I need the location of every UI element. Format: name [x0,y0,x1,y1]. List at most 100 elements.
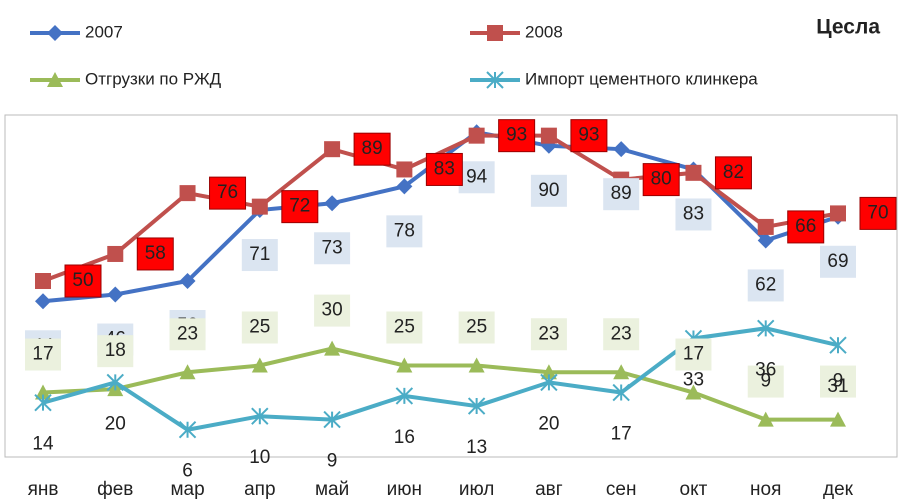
data-label-box [97,335,134,368]
marker [613,364,630,380]
x-tick-label: июл [459,479,495,500]
data-label-box [458,311,495,344]
legend-label: 2008 [525,22,563,41]
data-label-box [675,338,712,371]
data-label-box [64,264,102,298]
marker [540,373,558,392]
data-label: 20 [105,413,126,434]
data-label: 31 [827,376,848,397]
data-label-box [642,163,680,197]
data-label-box [820,245,856,278]
data-label: 72 [289,196,310,217]
marker [829,336,847,354]
marker [324,340,341,356]
marker [324,195,341,212]
marker [540,127,557,144]
data-label: 80 [651,169,672,190]
data-label: 9 [327,451,338,472]
marker [251,357,268,373]
data-label-box [241,311,278,344]
data-label: 90 [538,180,559,201]
data-label: 62 [755,274,776,295]
x-tick-label: авг [535,479,563,500]
data-label-box [169,318,206,351]
marker [467,397,486,415]
data-label: 16 [394,427,415,448]
data-label: 17 [611,424,632,445]
data-label: 66 [795,216,816,237]
data-label-box [603,318,640,351]
x-tick-label: июн [387,479,422,500]
data-label: 93 [578,125,599,146]
data-label-box [675,198,712,231]
legend-label: 2007 [85,22,123,41]
data-label: 10 [249,447,270,468]
marker [47,25,63,41]
x-tick-label: ноя [750,479,781,500]
data-label-box [498,119,536,153]
marker [179,364,196,380]
marker [47,72,63,87]
data-label-box [314,232,351,265]
x-tick-label: мар [170,479,204,500]
data-label: 6 [182,461,193,482]
series-line [42,326,839,432]
marker [830,205,846,222]
marker [323,410,341,429]
series-line [42,346,838,422]
legend-label: Импорт цементного клинкера [525,69,758,88]
data-label: 83 [434,158,455,179]
data-label-box [747,269,784,302]
data-label: 58 [145,243,166,264]
marker [395,387,414,405]
x-tick-label: окт [680,479,708,500]
data-label-box [353,132,391,166]
marker [107,286,124,303]
data-label-box [820,365,856,398]
data-label-box [714,156,752,190]
data-label: 50 [72,270,93,291]
x-tick-label: дек [823,479,854,500]
data-label: 25 [249,317,270,338]
data-label-box [25,338,61,371]
data-label-box [386,311,423,344]
data-label: 9 [833,371,844,392]
data-label-box [530,174,567,207]
marker [34,393,52,412]
marker [35,293,51,310]
marker [251,407,269,425]
data-label: 70 [867,202,888,223]
data-label-box [425,152,463,186]
data-label: 17 [683,344,704,365]
data-label: 71 [249,244,270,265]
marker [468,127,485,144]
data-label: 33 [683,369,704,390]
data-label-box [458,161,495,194]
x-tick-label: сен [606,479,637,500]
data-label: 36 [755,359,776,380]
marker [757,319,775,338]
data-label-box [386,215,423,248]
data-label-box [787,210,825,244]
data-label: 23 [177,323,198,344]
chart-title: Цесла [816,16,880,39]
marker [757,411,774,427]
data-label-box [747,365,784,398]
data-label: 93 [506,125,527,146]
data-label-box [281,190,319,224]
x-tick-label: апр [244,479,275,500]
data-label: 23 [538,323,559,344]
data-label: 94 [466,166,488,187]
data-label: 78 [394,220,415,241]
data-label: 89 [611,183,632,204]
marker [685,164,702,181]
marker [324,141,341,158]
data-label: 25 [394,317,415,338]
data-label-box [859,196,897,230]
data-label: 25 [466,317,487,338]
marker [35,273,51,289]
marker [612,383,630,402]
marker [179,185,196,202]
series-line [42,133,839,283]
